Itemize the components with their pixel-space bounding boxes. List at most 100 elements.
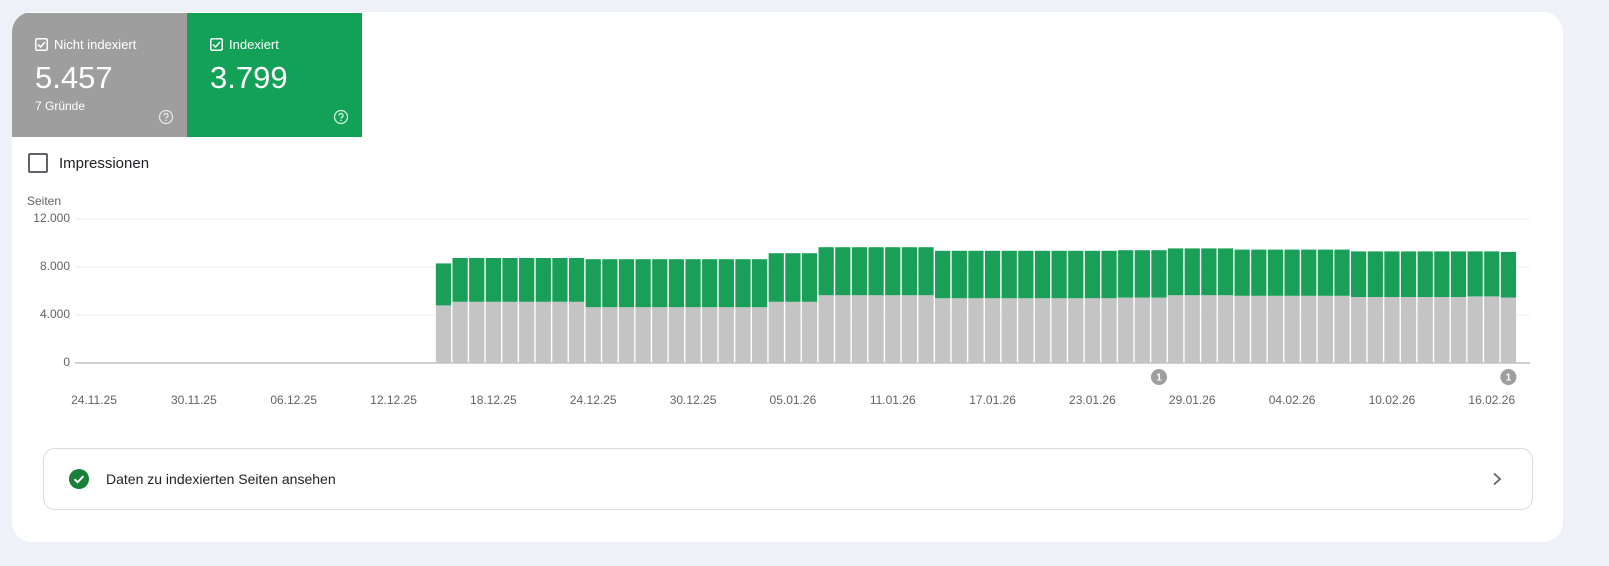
- bar-segment: [568, 301, 585, 363]
- x-tick-label: 24.12.25: [570, 393, 617, 407]
- checkbox[interactable]: [35, 38, 48, 51]
- bar-segment: [1384, 251, 1400, 297]
- x-tick-label: 11.01.26: [870, 393, 916, 407]
- bar-segment: [1034, 298, 1051, 363]
- bar-segment: [485, 301, 501, 363]
- bar-segment: [868, 247, 884, 296]
- x-tick-label: 06.12.25: [270, 393, 317, 407]
- bar-segment: [818, 247, 834, 296]
- bar-segment: [951, 298, 967, 363]
- bar-segment: [1267, 249, 1284, 296]
- chevron: [1493, 472, 1502, 486]
- help-icon[interactable]: [158, 109, 174, 125]
- bar-segment: [519, 301, 535, 363]
- bar-segment: [968, 250, 984, 299]
- bar-segment: [1301, 295, 1317, 363]
- details-link[interactable]: Daten zu indexierten Seiten ansehen: [43, 448, 1533, 510]
- bar-segment: [435, 263, 452, 306]
- x-tick-label: 30.12.25: [670, 393, 717, 407]
- bar-segment: [1051, 250, 1067, 299]
- bar-segment: [1317, 295, 1333, 363]
- bar-segment: [452, 301, 468, 363]
- bar-segment: [602, 259, 618, 308]
- x-tick-label: 29.01.26: [1169, 393, 1216, 407]
- bar-segment: [1118, 250, 1134, 298]
- checkbox[interactable]: [28, 153, 48, 173]
- bar-segment: [702, 307, 718, 363]
- bar-segment: [951, 250, 967, 299]
- y-axis-label: Seiten: [27, 194, 61, 208]
- bar-segment: [1151, 250, 1167, 298]
- bar-segment: [602, 307, 618, 363]
- bar-segment: [1467, 251, 1483, 297]
- bar-segment: [469, 258, 485, 302]
- bar-segment: [1051, 298, 1067, 363]
- bar-segment: [502, 258, 518, 302]
- bar-segment: [785, 301, 801, 363]
- bar-segment: [868, 295, 884, 363]
- bar-segment: [1384, 297, 1400, 363]
- bar-segment: [1284, 295, 1300, 363]
- bar-segment: [1018, 250, 1034, 299]
- bar-segment: [935, 298, 951, 363]
- bar-segment: [1484, 251, 1500, 297]
- bar-segment: [702, 259, 718, 308]
- bar-segment: [1201, 248, 1217, 296]
- bar-segment: [1084, 298, 1101, 363]
- card-value: 3.799: [210, 60, 288, 95]
- bar-segment: [768, 301, 784, 363]
- bar-segment: [818, 295, 834, 363]
- bar-segment: [768, 253, 784, 302]
- bar-segment: [469, 301, 485, 363]
- bar-segment: [1168, 295, 1184, 363]
- bar-segment: [568, 258, 585, 302]
- bar-segment: [718, 307, 734, 363]
- metric-card[interactable]: Nicht indexiert 5.457 7 Gründe: [12, 13, 187, 137]
- bar-segment: [585, 259, 601, 308]
- bar-segment: [635, 259, 651, 308]
- bar-segment: [1234, 295, 1250, 363]
- bar-segment: [1400, 251, 1417, 297]
- bar-segment: [1434, 251, 1450, 297]
- bar-segment: [1417, 251, 1433, 297]
- bar-segment: [984, 298, 1001, 363]
- bar-segment: [1334, 295, 1350, 363]
- bar-segment: [452, 258, 468, 302]
- bar-segment: [635, 307, 651, 363]
- bar-segment: [1201, 295, 1217, 363]
- check-icon: [69, 469, 89, 489]
- bar-segment: [652, 259, 668, 308]
- panel: Seiten 0 4.000 8.000 12.000 24.11.25 30.11.25…: [12, 12, 1563, 542]
- card-value: 5.457: [35, 60, 113, 95]
- bar-segment: [1334, 249, 1350, 296]
- bar-segment: [1251, 249, 1267, 296]
- bar-segment: [1134, 297, 1150, 363]
- x-tick-label: 16.02.26: [1468, 393, 1515, 407]
- bar-segment: [1134, 250, 1150, 298]
- bar-segment: [1450, 251, 1467, 297]
- impressions-toggle[interactable]: Impressionen: [28, 153, 149, 173]
- bar-segment: [1001, 298, 1017, 363]
- bar-segment: [1034, 250, 1051, 299]
- bar-segment: [618, 259, 635, 308]
- help-icon[interactable]: [333, 109, 349, 125]
- x-tick-label: 10.02.26: [1369, 393, 1416, 407]
- x-tick-label: 18.12.25: [470, 393, 517, 407]
- bar-segment: [718, 259, 734, 308]
- bar-segment: [1400, 297, 1417, 363]
- x-tick-label: 05.01.26: [770, 393, 817, 407]
- card-label: Nicht indexiert: [54, 37, 137, 52]
- bar-segment: [1068, 298, 1084, 363]
- metric-card[interactable]: Indexiert 3.799: [187, 13, 362, 137]
- bar-segment: [1317, 249, 1333, 296]
- bar-segment: [1434, 297, 1450, 363]
- y-tick-label: 8.000: [40, 259, 70, 273]
- bar-segment: [668, 307, 685, 363]
- bar-segment: [1284, 249, 1300, 296]
- bar-segment: [1001, 250, 1017, 299]
- checkbox[interactable]: [210, 38, 223, 51]
- x-tick-label: 17.01.26: [969, 393, 1016, 407]
- bar-segment: [785, 253, 801, 302]
- link-text: Daten zu indexierten Seiten ansehen: [106, 471, 336, 487]
- bar-segment: [1217, 248, 1234, 296]
